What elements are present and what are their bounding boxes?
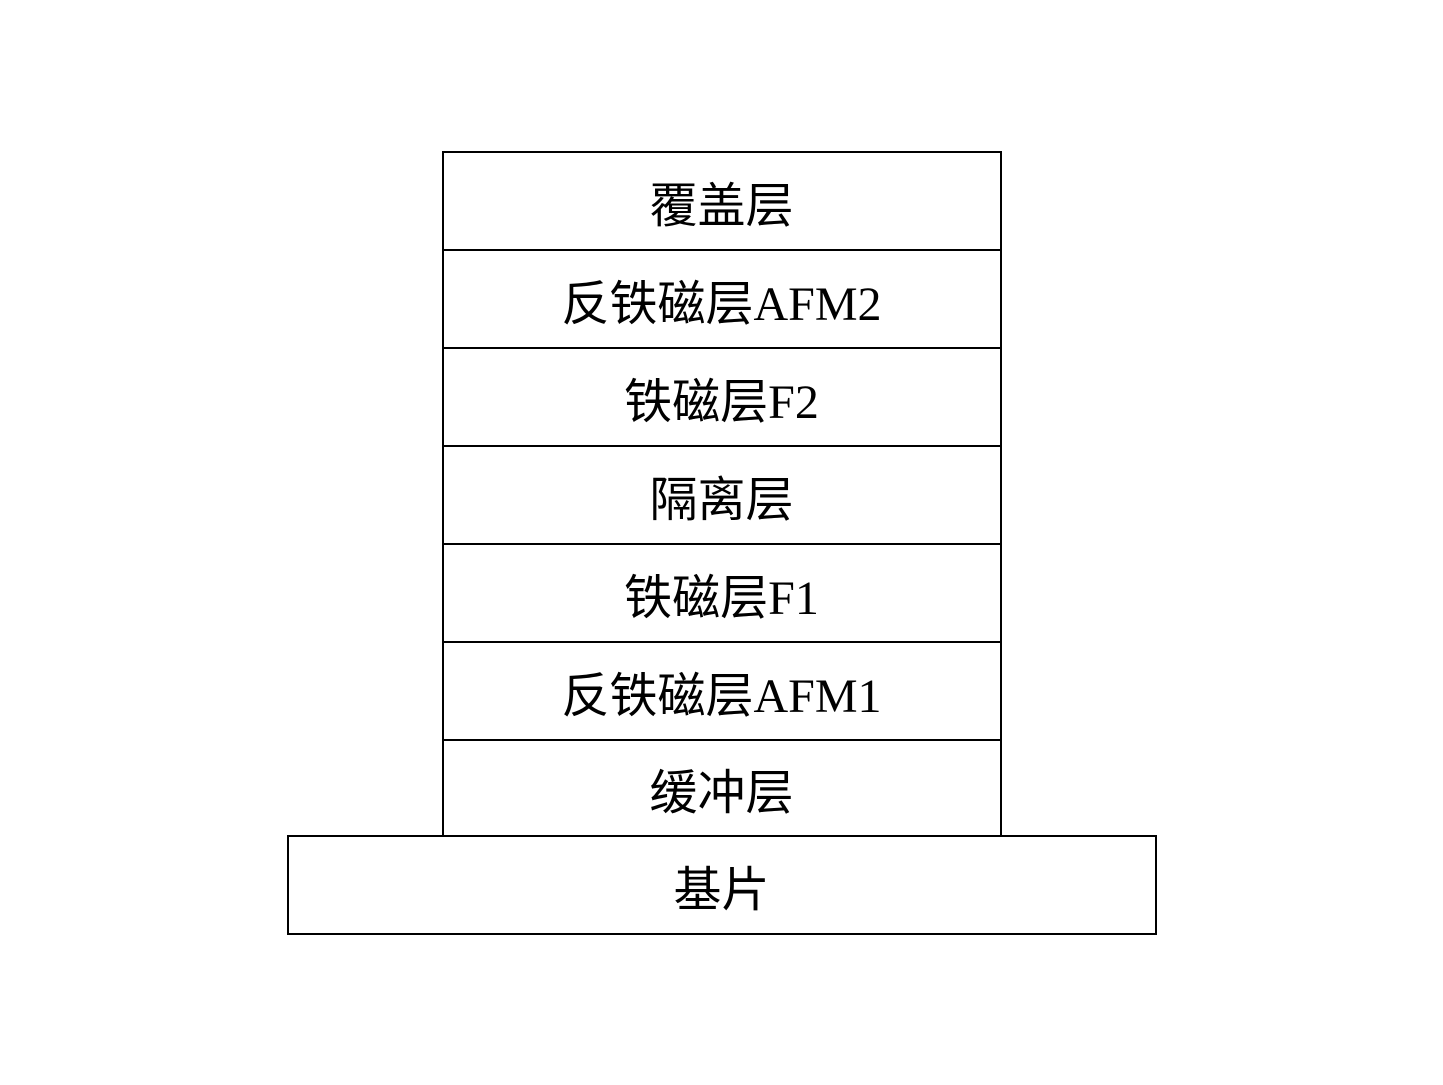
- layer-label: 反铁磁层AFM1: [561, 656, 881, 726]
- layer-f2: 铁磁层F2: [442, 347, 1002, 445]
- layer-afm1: 反铁磁层AFM1: [442, 641, 1002, 739]
- layer-label: 反铁磁层AFM2: [561, 264, 881, 334]
- layer-label: 覆盖层: [649, 166, 793, 236]
- layer-label: 铁磁层F2: [624, 362, 819, 432]
- layer-spacer: 隔离层: [442, 445, 1002, 543]
- layer-afm2: 反铁磁层AFM2: [442, 249, 1002, 347]
- layer-label: 缓冲层: [649, 753, 793, 823]
- layer-buffer: 缓冲层: [442, 739, 1002, 837]
- layer-cover: 覆盖层: [442, 151, 1002, 249]
- layer-f1: 铁磁层F1: [442, 543, 1002, 641]
- layer-substrate: 基片: [287, 835, 1157, 935]
- layer-stack-diagram: 覆盖层 反铁磁层AFM2 铁磁层F2 隔离层 铁磁层F1 反铁磁层AFM1 缓冲…: [287, 151, 1157, 935]
- layer-label: 铁磁层F1: [624, 558, 819, 628]
- substrate-label: 基片: [673, 850, 769, 920]
- layer-stack: 覆盖层 反铁磁层AFM2 铁磁层F2 隔离层 铁磁层F1 反铁磁层AFM1 缓冲…: [442, 151, 1002, 837]
- layer-label: 隔离层: [649, 460, 793, 530]
